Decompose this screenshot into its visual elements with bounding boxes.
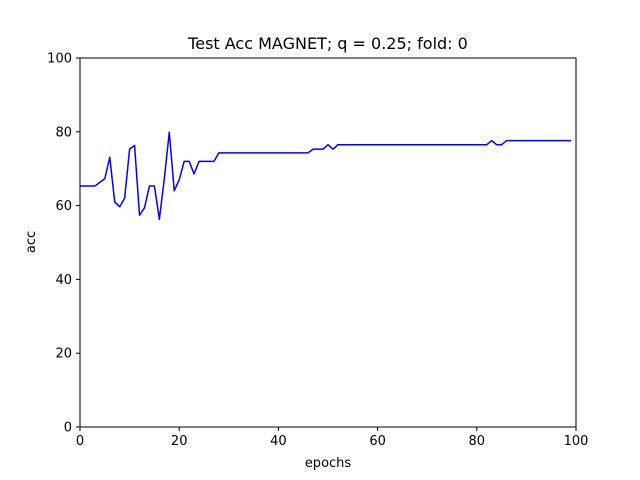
x-tick-label: 40	[270, 434, 287, 449]
series-line-0	[80, 131, 572, 220]
y-tick-label: 0	[64, 421, 72, 436]
x-tick-label: 100	[564, 434, 589, 449]
plot-area: 0 20 40 60 80 100 0 20 40 60 80 100	[47, 52, 588, 450]
chart-title: Test Acc MAGNET; q = 0.25; fold: 0	[187, 34, 468, 53]
y-tick-label: 20	[55, 347, 72, 362]
y-axis-label: acc	[24, 231, 39, 253]
y-tick-label: 80	[55, 125, 72, 140]
plot-frame	[79, 57, 577, 428]
x-tick-label: 80	[469, 434, 486, 449]
x-tick-label: 20	[171, 434, 188, 449]
x-tick-label: 60	[369, 434, 386, 449]
x-tick-label: 0	[76, 434, 84, 449]
y-tick-label: 60	[55, 199, 72, 214]
x-axis-label: epochs	[305, 456, 352, 471]
y-tick-label: 40	[55, 273, 72, 288]
y-tick-label: 100	[47, 52, 72, 67]
